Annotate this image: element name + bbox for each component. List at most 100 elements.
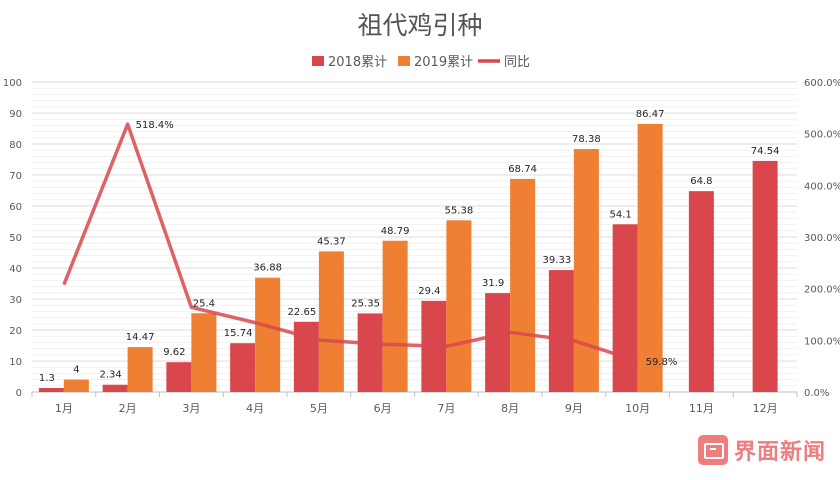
x-tick-label: 2月 — [119, 402, 137, 415]
data-label: 15.74 — [224, 328, 253, 339]
x-tick-label: 1月 — [55, 402, 73, 415]
watermark-text: 界面新闻 — [733, 440, 826, 465]
legend-label: 2019累计 — [414, 55, 473, 70]
bar-2019累计-10月 — [637, 123, 663, 393]
bar-2019累计-2月 — [127, 347, 153, 392]
legend-item-2019累计: 2019累计 — [398, 55, 473, 70]
data-label: 54.1 — [609, 209, 631, 220]
bar-2019累计-7月 — [446, 220, 472, 392]
bar-2019累计-8月 — [510, 178, 536, 392]
line-point — [254, 321, 257, 324]
line-point — [572, 339, 575, 342]
data-label: 86.47 — [636, 109, 665, 120]
legend-label: 2018累计 — [328, 55, 387, 70]
line-point — [381, 343, 384, 346]
bars — [38, 123, 778, 393]
left-tick-label: 90 — [9, 109, 22, 120]
line-point — [445, 345, 448, 348]
x-tick-label: 11月 — [689, 402, 714, 415]
left-tick-label: 80 — [9, 140, 22, 151]
right-tick-label: 600.0% — [804, 78, 840, 89]
data-label: 1.3 — [39, 373, 55, 384]
bar-2018累计-1月 — [38, 387, 64, 392]
line-point — [509, 331, 512, 334]
x-tick-label: 7月 — [437, 402, 455, 415]
data-label: 2.34 — [99, 370, 121, 381]
data-label: 74.54 — [751, 146, 780, 157]
line-point — [126, 123, 129, 126]
line-data-label: 518.4% — [136, 120, 174, 131]
data-label: 9.62 — [163, 347, 185, 358]
x-tick-label: 8月 — [501, 402, 519, 415]
legend-item-2018累计: 2018累计 — [312, 55, 387, 70]
jiemian-logo-icon — [697, 435, 728, 465]
right-tick-label: 400.0% — [804, 181, 840, 192]
x-tick-label: 12月 — [753, 402, 778, 415]
data-label: 31.9 — [482, 278, 504, 289]
chart-title: 祖代鸡引种 — [357, 11, 482, 40]
line-point — [636, 360, 639, 363]
bar-2018累计-3月 — [166, 362, 192, 392]
line-point — [62, 283, 65, 286]
data-label: 4 — [73, 365, 79, 376]
legend-label: 同比 — [504, 55, 530, 70]
data-label: 78.38 — [572, 134, 601, 145]
left-tick-label: 10 — [9, 357, 22, 368]
bar-2018累计-12月 — [752, 160, 778, 392]
bar-2018累计-4月 — [230, 343, 256, 392]
data-label: 29.4 — [418, 286, 440, 297]
bar-2018累计-6月 — [357, 313, 383, 392]
left-tick-label: 0 — [16, 388, 22, 399]
data-label: 64.8 — [690, 176, 712, 187]
left-tick-label: 70 — [9, 171, 22, 182]
right-tick-label: 100.0% — [804, 336, 840, 347]
data-label: 14.47 — [126, 332, 155, 343]
legend-swatch — [312, 56, 324, 66]
legend: 2018累计 2019累计 同比 — [312, 55, 530, 70]
bar-2019累计-3月 — [191, 313, 217, 392]
bar-2018累计-9月 — [548, 270, 574, 392]
left-tick-label: 20 — [9, 326, 22, 337]
data-label: 45.37 — [317, 236, 346, 247]
bar-2018累计-11月 — [688, 191, 714, 392]
data-label: 36.88 — [253, 263, 282, 274]
data-label: 55.38 — [445, 205, 474, 216]
data-label: 25.35 — [351, 298, 380, 309]
bar-2019累计-4月 — [255, 277, 281, 392]
left-tick-label: 100 — [3, 78, 22, 89]
data-label: 39.33 — [543, 255, 572, 266]
left-tick-label: 40 — [9, 264, 22, 275]
axes: 0 10 20 30 40 50 60 70 80 90 100 0.0% 100.0% 200.0% 30… — [3, 78, 840, 415]
bar-2019累计-1月 — [63, 379, 89, 392]
left-tick-label: 50 — [9, 233, 22, 244]
data-label: 48.79 — [381, 226, 410, 237]
left-tick-label: 30 — [9, 295, 22, 306]
line-data-label: 59.8% — [646, 357, 678, 368]
right-tick-label: 500.0% — [804, 130, 840, 141]
data-label: 22.65 — [288, 307, 317, 318]
x-tick-label: 6月 — [374, 402, 392, 415]
watermark: 界面新闻 — [697, 434, 826, 466]
legend-item-同比: 同比 — [478, 55, 530, 70]
data-label: 25.4 — [193, 298, 215, 309]
bar-2019累计-6月 — [382, 240, 408, 392]
gridlines — [32, 81, 797, 387]
x-tick-label: 3月 — [182, 402, 200, 415]
line-point — [317, 339, 320, 342]
x-tick-label: 9月 — [565, 402, 583, 415]
right-tick-label: 0.0% — [804, 388, 829, 399]
left-tick-label: 60 — [9, 202, 22, 213]
bar-2018累计-10月 — [612, 224, 638, 392]
legend-swatch — [398, 56, 410, 66]
line-同比 — [62, 122, 639, 363]
right-tick-label: 300.0% — [804, 233, 840, 244]
bar-2018累计-8月 — [485, 293, 511, 392]
bar-2019累计-9月 — [573, 149, 599, 392]
bar-2018累计-2月 — [102, 384, 128, 392]
x-tick-label: 10月 — [625, 402, 650, 415]
bar-2018累计-5月 — [293, 321, 319, 392]
data-labels: 1.3 2.34 9.62 15.74 22.65 25.35 29.4 31.9 39.33 5… — [39, 109, 780, 384]
x-tick-label: 4月 — [246, 402, 264, 415]
x-tick-label: 5月 — [310, 402, 328, 415]
